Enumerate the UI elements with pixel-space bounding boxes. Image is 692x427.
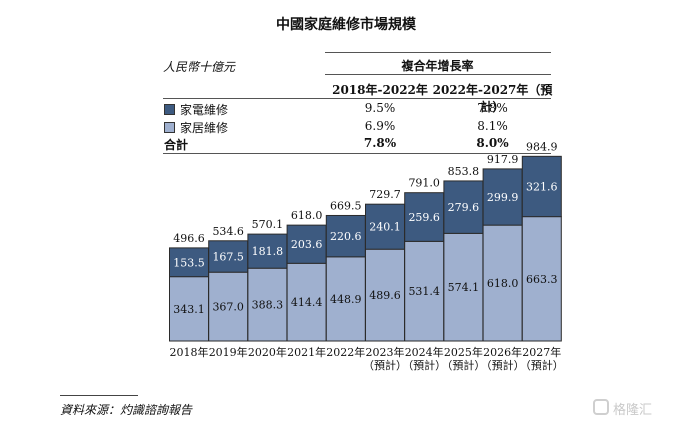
data-label-total: 984.9 <box>526 140 558 153</box>
x-tick-sublabel: （預計） <box>363 358 407 372</box>
bar-appliance-repair <box>521 155 562 218</box>
bar-appliance-repair <box>247 233 288 269</box>
bar-home-repair <box>404 240 445 342</box>
bar-appliance-repair <box>404 192 445 242</box>
data-label-appliance-repair: 220.6 <box>330 230 362 243</box>
data-label-total: 496.6 <box>173 232 205 245</box>
cagr-top-rule <box>325 52 551 53</box>
legend-swatch-home-repair <box>164 122 175 133</box>
cagr-column-2022-2027: 2022年-2027年（預計） <box>432 83 553 114</box>
bar-appliance-repair <box>482 168 523 226</box>
data-label-home-repair: 618.0 <box>487 277 519 290</box>
data-label-total: 791.0 <box>408 177 440 190</box>
cagr-appliance-2018-2022: 9.5% <box>364 101 396 115</box>
legend-label-appliance-repair: 家電維修 <box>180 103 229 117</box>
data-label-appliance-repair: 299.9 <box>487 191 519 204</box>
data-label-appliance-repair: 153.5 <box>173 256 205 269</box>
data-label-home-repair: 531.4 <box>408 285 440 298</box>
data-label-total: 534.6 <box>212 225 244 238</box>
x-tick-label: 2027年 <box>522 345 561 359</box>
x-tick-label: 2025年 <box>444 345 483 359</box>
x-tick-label: 2018年 <box>170 345 209 359</box>
data-label-home-repair: 367.0 <box>212 301 244 314</box>
cagr-bottom-rule <box>163 153 551 154</box>
total-label: 合計 <box>164 138 189 152</box>
data-label-total: 853.8 <box>448 165 480 178</box>
bar-appliance-repair <box>169 247 209 278</box>
data-label-total: 729.7 <box>369 188 401 201</box>
bar-home-repair <box>208 271 249 342</box>
x-tick-sublabel: （預計） <box>520 358 564 372</box>
x-tick-label: 2026年 <box>483 345 522 359</box>
bar-appliance-repair <box>365 203 405 250</box>
data-label-appliance-repair: 167.5 <box>212 250 244 263</box>
data-label-appliance-repair: 240.1 <box>369 221 401 234</box>
chart-title: 中國家庭維修市場規模 <box>276 17 416 33</box>
legend-swatch-appliance-repair <box>164 104 175 115</box>
cagr-header-rule <box>325 74 551 75</box>
cagr-total-2022-2027: 8.0% <box>476 136 509 150</box>
bar-home-repair <box>286 262 327 342</box>
bar-appliance-repair <box>325 214 366 258</box>
data-label-home-repair: 489.6 <box>369 289 401 302</box>
watermark-text: 格隆汇 <box>613 403 653 418</box>
data-label-appliance-repair: 321.6 <box>526 180 558 193</box>
cagr-home-2018-2022: 6.9% <box>364 119 396 133</box>
data-label-home-repair: 663.3 <box>526 273 558 286</box>
data-label-appliance-repair: 279.6 <box>448 201 480 214</box>
data-label-home-repair: 343.1 <box>173 303 205 316</box>
x-tick-label: 2019年 <box>209 345 248 359</box>
cagr-total-2018-2022: 7.8% <box>363 136 397 150</box>
bar-home-repair <box>521 216 562 342</box>
x-tick-label: 2020年 <box>248 345 287 359</box>
x-tick-sublabel: （預計） <box>402 358 446 372</box>
x-tick-label: 2021年 <box>287 345 326 359</box>
bar-appliance-repair <box>208 240 249 273</box>
data-label-appliance-repair: 203.6 <box>291 238 323 251</box>
cagr-appliance-2022-2027: 7.8% <box>477 101 508 115</box>
data-label-appliance-repair: 259.6 <box>408 211 440 224</box>
data-label-total: 618.0 <box>291 209 323 222</box>
cagr-rule <box>163 98 551 99</box>
data-label-home-repair: 388.3 <box>252 299 284 312</box>
cagr-home-2022-2027: 8.1% <box>477 119 508 133</box>
cagr-header: 複合年增長率 <box>401 59 474 73</box>
data-label-home-repair: 414.4 <box>291 296 323 309</box>
data-label-home-repair: 448.9 <box>330 293 362 306</box>
unit-label: 人民幣十億元 <box>163 60 236 74</box>
cagr-column-2018-2022: 2018年-2022年 <box>332 83 428 97</box>
data-label-total: 570.1 <box>252 218 284 231</box>
watermark-logo-icon <box>593 399 609 415</box>
data-label-home-repair: 574.1 <box>448 281 480 294</box>
bar-appliance-repair <box>286 224 327 264</box>
bar-home-repair <box>443 232 484 342</box>
legend-label-home-repair: 家居維修 <box>180 121 229 135</box>
data-label-total: 669.5 <box>330 199 362 212</box>
source-rule <box>60 395 138 396</box>
data-label-appliance-repair: 181.8 <box>252 245 284 258</box>
data-label-total: 917.9 <box>487 153 519 166</box>
x-tick-label: 2024年 <box>405 345 444 359</box>
x-tick-sublabel: （預計） <box>481 358 525 372</box>
source-note: 資料來源：灼識諮詢報告 <box>60 403 193 417</box>
x-tick-label: 2022年 <box>326 345 365 359</box>
x-tick-label: 2023年 <box>366 345 405 359</box>
x-tick-sublabel: （預計） <box>441 358 485 372</box>
